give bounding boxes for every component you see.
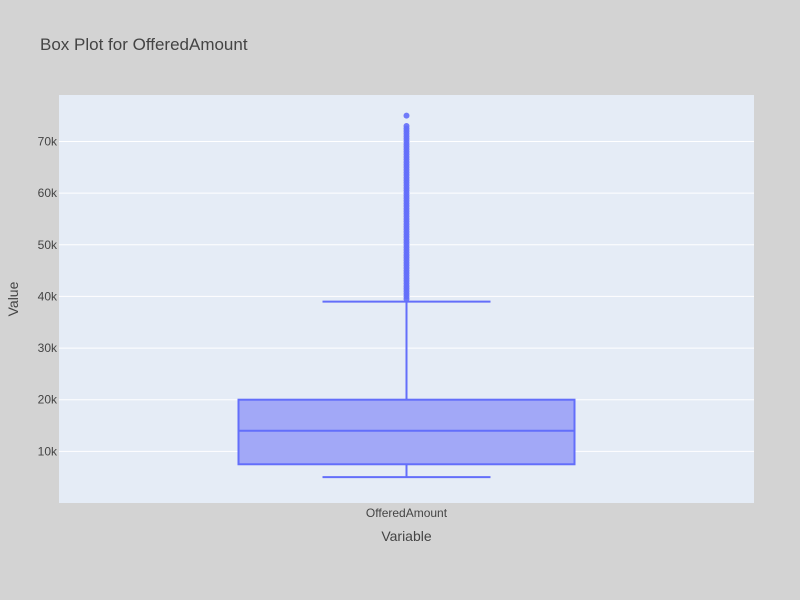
x-tick-label: OfferedAmount: [366, 506, 448, 520]
box-plot: [237, 112, 576, 479]
y-axis-title: Value: [5, 281, 21, 316]
y-tick-label: 50k: [38, 238, 58, 252]
chart-title: Box Plot for OfferedAmount: [40, 35, 248, 54]
y-tick-label: 40k: [38, 289, 58, 303]
y-axis-ticks: 10k 20k 30k 40k 50k 60k 70k OfferedAmount: [38, 134, 448, 520]
y-tick-label: 30k: [38, 341, 58, 355]
y-tick-label: 10k: [38, 444, 58, 458]
y-tick-label: 20k: [38, 393, 58, 407]
iqr-box: [237, 398, 576, 466]
outlier-point: [403, 112, 410, 119]
y-tick-label: 60k: [38, 186, 58, 200]
outlier-point: [403, 122, 410, 129]
x-axis-title: Variable: [381, 528, 432, 544]
y-tick-label: 70k: [38, 134, 58, 148]
